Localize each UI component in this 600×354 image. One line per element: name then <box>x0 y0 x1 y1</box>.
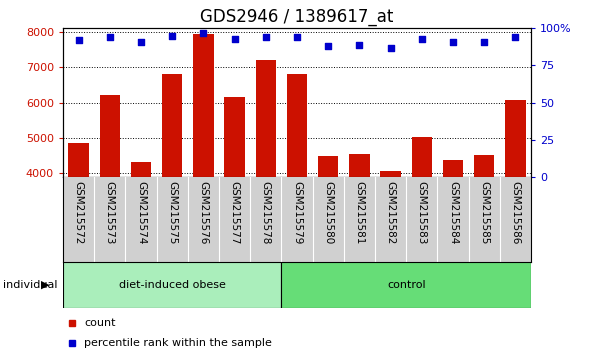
Point <box>230 36 239 41</box>
Point <box>199 30 208 36</box>
Bar <box>100 95 120 315</box>
Text: GSM215579: GSM215579 <box>292 181 302 245</box>
Text: GSM215585: GSM215585 <box>479 181 489 245</box>
Bar <box>224 97 245 315</box>
Text: percentile rank within the sample: percentile rank within the sample <box>84 338 272 348</box>
Point <box>417 36 427 41</box>
Text: GSM215576: GSM215576 <box>199 181 208 245</box>
Text: control: control <box>387 280 425 290</box>
Bar <box>162 74 182 315</box>
Point <box>74 38 83 43</box>
Bar <box>287 74 307 315</box>
Text: GSM215577: GSM215577 <box>230 181 239 245</box>
Text: GSM215580: GSM215580 <box>323 181 333 245</box>
Bar <box>443 160 463 315</box>
Point <box>261 34 271 40</box>
Text: GSM215575: GSM215575 <box>167 181 177 245</box>
Point <box>105 34 115 40</box>
Bar <box>68 143 89 315</box>
Text: GSM215573: GSM215573 <box>105 181 115 245</box>
Text: diet-induced obese: diet-induced obese <box>119 280 226 290</box>
Text: GSM215583: GSM215583 <box>417 181 427 245</box>
Bar <box>349 154 370 315</box>
Bar <box>380 171 401 315</box>
Point <box>448 39 458 45</box>
Text: GSM215586: GSM215586 <box>511 181 520 245</box>
Title: GDS2946 / 1389617_at: GDS2946 / 1389617_at <box>200 8 394 25</box>
Text: GSM215582: GSM215582 <box>386 181 395 245</box>
Bar <box>256 60 276 315</box>
Point <box>479 39 489 45</box>
Text: count: count <box>84 318 116 328</box>
Point <box>136 39 146 45</box>
Text: ▶: ▶ <box>41 280 49 290</box>
Bar <box>505 100 526 315</box>
Text: GSM215572: GSM215572 <box>74 181 83 245</box>
Bar <box>412 137 432 315</box>
Text: GSM215574: GSM215574 <box>136 181 146 245</box>
Bar <box>193 34 214 315</box>
Point <box>323 43 333 49</box>
Point <box>355 42 364 47</box>
Bar <box>474 155 494 315</box>
Text: individual: individual <box>3 280 58 290</box>
Bar <box>281 262 531 308</box>
Bar <box>63 262 281 308</box>
Text: GSM215584: GSM215584 <box>448 181 458 245</box>
Text: GSM215578: GSM215578 <box>261 181 271 245</box>
Point <box>511 34 520 40</box>
Point <box>167 33 177 39</box>
Bar <box>131 162 151 315</box>
Text: GSM215581: GSM215581 <box>355 181 364 245</box>
Point <box>292 34 302 40</box>
Point <box>386 45 395 51</box>
Bar <box>318 156 338 315</box>
